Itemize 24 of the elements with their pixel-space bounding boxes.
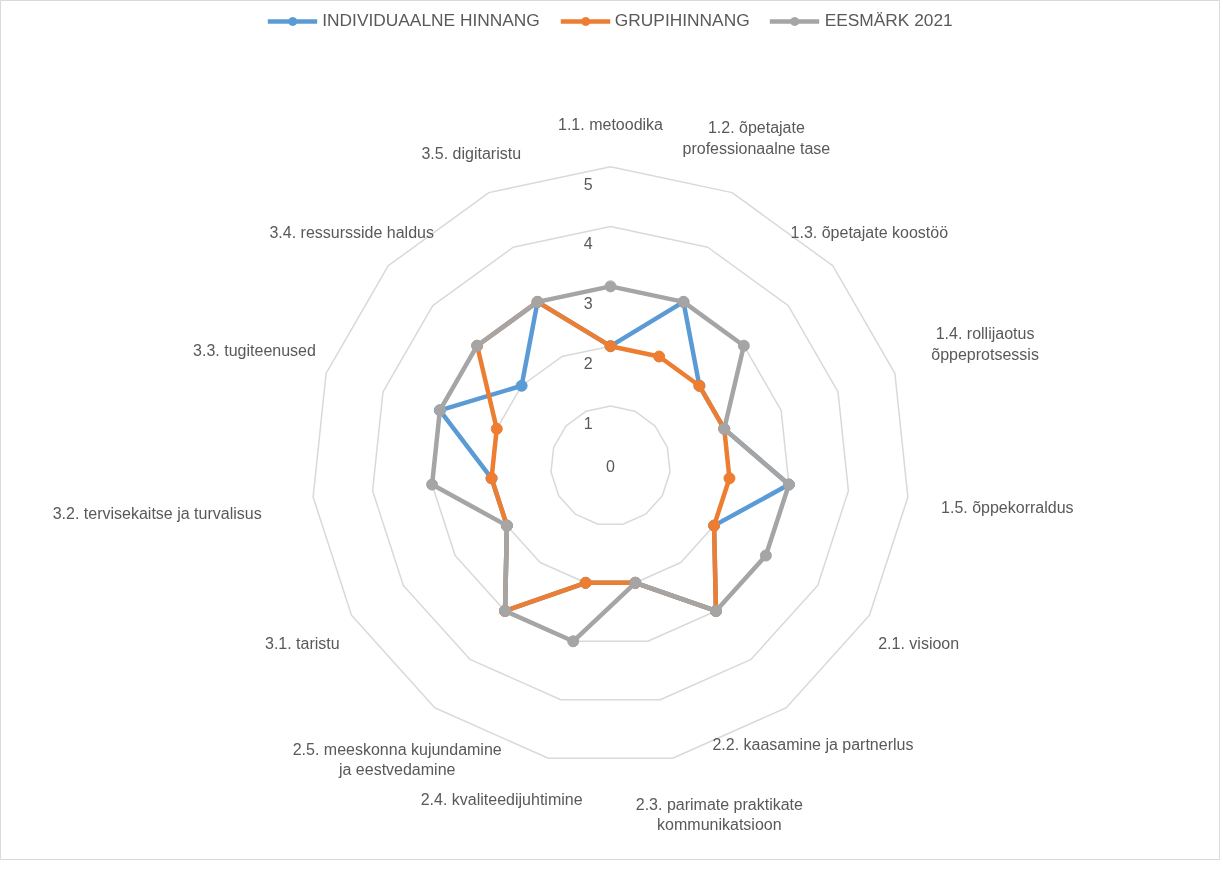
spoke-label: 3.2. tervisekaitse ja turvalisus [52, 504, 262, 522]
spoke-label: 1.1. metoodika [558, 116, 664, 134]
spoke-label: 3.1. taristu [264, 635, 340, 653]
y-tick-label: 0 [606, 457, 616, 475]
spoke-label: 2.4. kvaliteedijuhtimine [420, 791, 583, 809]
spoke-label: 2.1. visioon [878, 635, 960, 653]
y-tick-label: 3 [583, 295, 593, 313]
y-tick-label: 4 [583, 235, 593, 253]
spoke-label: 3.5. digitaristu [421, 144, 522, 162]
spoke-label: 3.4. ressursside haldus [269, 224, 434, 242]
y-tick-label: 2 [583, 354, 593, 372]
spoke-label: 3.3. tugiteenused [193, 341, 316, 359]
legend-label: EESMÄRK 2021 [824, 10, 953, 31]
spoke-label: 1.4. rollijaotus õppeprotsessis [931, 325, 1039, 363]
spoke-label: 1.5. õppekorraldus [941, 499, 1074, 516]
spoke-label: 2.2. kaasamine ja partnerlus [712, 735, 914, 753]
spoke-label: 2.5. meeskonna kujundamine ja eestvedamine [292, 740, 502, 779]
spoke-label: 2.3. parimate praktikate kommunikatsioon [635, 795, 804, 834]
spoke-label: 1.3. õpetajate koostöö [790, 224, 949, 242]
legend-label: INDIVIDUAALNE HINNANG [322, 10, 540, 31]
spoke-label: 1.2. õpetajate professionaalne tase [682, 119, 831, 157]
y-tick-label: 1 [583, 414, 593, 432]
y-tick-label: 5 [583, 175, 593, 193]
legend-label: GRUPIHINNANG [614, 10, 750, 31]
